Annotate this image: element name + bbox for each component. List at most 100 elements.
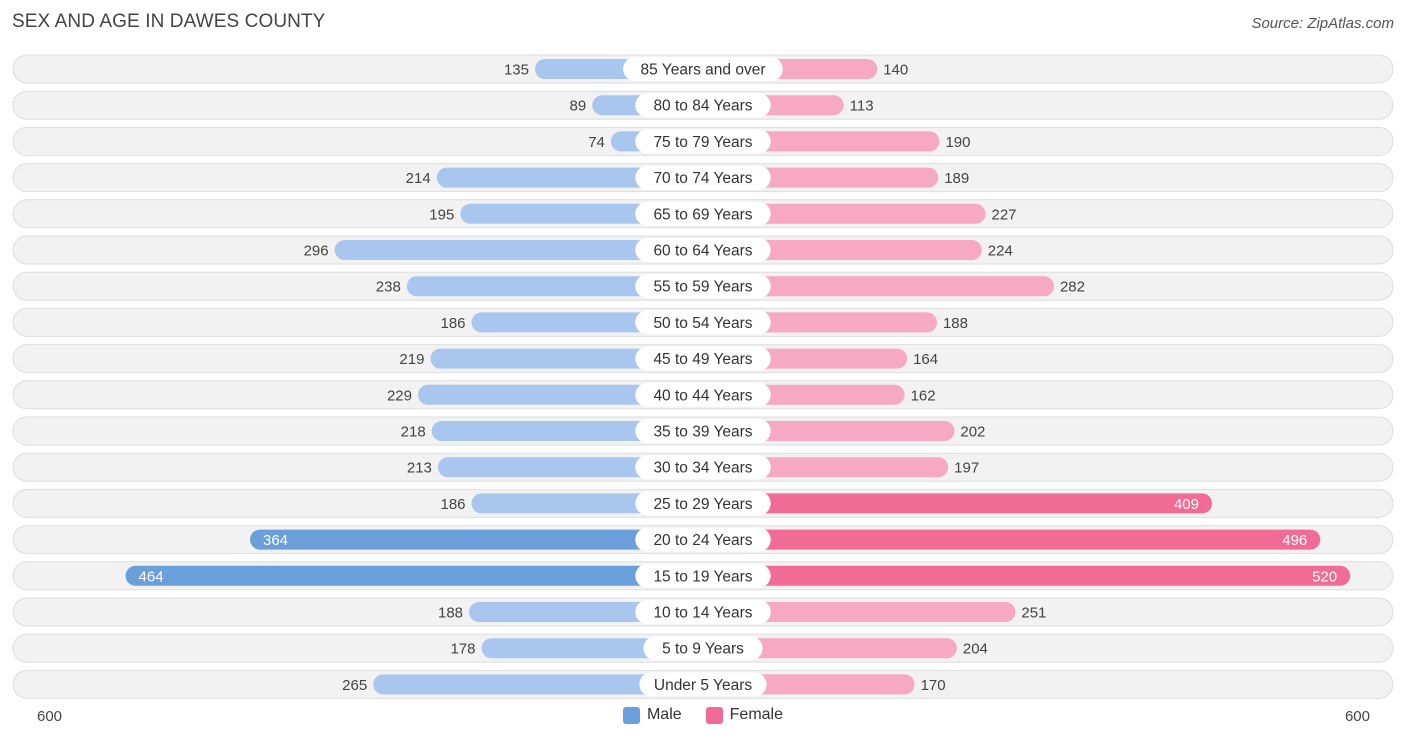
category-label: 70 to 74 Years xyxy=(653,170,752,187)
value-label-male: 178 xyxy=(450,641,475,658)
value-label-male: 219 xyxy=(399,351,424,368)
table-row: 195 227 65 to 69 Years xyxy=(12,199,1394,229)
value-label-female: 227 xyxy=(992,206,1017,223)
table-row: 219 164 45 to 49 Years xyxy=(12,344,1394,374)
bar-male xyxy=(418,384,703,405)
value-label-male: 89 xyxy=(570,98,587,115)
table-row: 238 282 55 to 59 Years xyxy=(12,271,1394,301)
category-label: 75 to 79 Years xyxy=(653,134,752,151)
bar-male xyxy=(125,565,703,586)
table-row: 74 190 75 to 79 Years xyxy=(12,126,1394,156)
table-row: 135 140 85 Years and over xyxy=(12,54,1394,84)
category-pill xyxy=(639,672,767,697)
table-row: 229 162 40 to 44 Years xyxy=(12,380,1394,410)
category-pill xyxy=(635,310,771,335)
value-label-female: 189 xyxy=(944,170,969,187)
value-label-male: 135 xyxy=(504,62,529,79)
category-label: 5 to 9 Years xyxy=(662,641,744,658)
legend-swatch-female xyxy=(705,706,723,724)
value-label-male: 214 xyxy=(406,170,431,187)
bar-male xyxy=(406,276,703,297)
table-row: 364 496 20 to 24 Years xyxy=(12,525,1394,555)
table-row: 89 113 80 to 84 Years xyxy=(12,90,1394,120)
category-pill xyxy=(635,419,771,443)
bar-male xyxy=(430,348,703,369)
bar-female xyxy=(703,529,1321,550)
value-label-male: 238 xyxy=(376,279,401,296)
category-pill xyxy=(635,382,771,407)
legend-item-female[interactable]: Female xyxy=(705,706,784,724)
category-pill xyxy=(623,57,783,81)
bar-female xyxy=(703,602,1016,622)
value-label-female: 197 xyxy=(954,460,979,477)
category-pill xyxy=(635,346,771,371)
category-pill xyxy=(635,274,771,299)
value-label-female: 204 xyxy=(963,641,988,658)
table-row: 213 197 30 to 34 Years xyxy=(12,452,1394,482)
bar-female xyxy=(703,565,1351,586)
value-label-female: 282 xyxy=(1060,279,1085,296)
category-pill xyxy=(635,129,771,154)
value-label-male: 186 xyxy=(440,315,465,332)
value-label-female: 224 xyxy=(988,243,1013,260)
value-label-female: 202 xyxy=(960,424,985,441)
bar-female xyxy=(703,240,982,260)
value-label-male: 464 xyxy=(139,568,164,585)
source-credit: Source: ZipAtlas.com xyxy=(1251,15,1394,32)
legend-label-female: Female xyxy=(729,706,784,723)
value-label-female: 190 xyxy=(945,134,970,151)
category-label: 85 Years and over xyxy=(641,62,766,79)
table-row: 188 251 10 to 14 Years xyxy=(12,597,1394,627)
category-pill xyxy=(643,636,763,661)
chart-title: SEX AND AGE IN DAWES COUNTY xyxy=(12,11,326,32)
category-pill xyxy=(635,455,771,480)
axis-label-left: 600 xyxy=(37,708,63,725)
table-row: 218 202 35 to 39 Years xyxy=(12,416,1394,446)
legend-item-male[interactable]: Male xyxy=(622,706,682,724)
value-label-male: 213 xyxy=(407,460,432,477)
category-label: 50 to 54 Years xyxy=(653,315,752,332)
value-label-female: 409 xyxy=(1174,496,1199,513)
category-pill xyxy=(635,165,771,190)
category-pill xyxy=(635,201,771,226)
value-label-male: 74 xyxy=(588,134,605,151)
category-pill xyxy=(635,600,771,624)
axis-label-right: 600 xyxy=(1344,708,1370,725)
category-label: 15 to 19 Years xyxy=(653,568,752,585)
table-row: 178 204 5 to 9 Years xyxy=(12,633,1394,663)
value-label-male: 296 xyxy=(304,243,329,260)
category-label: 25 to 29 Years xyxy=(653,496,752,513)
value-label-female: 251 xyxy=(1021,605,1046,622)
bar-female xyxy=(703,638,957,659)
category-label: 60 to 64 Years xyxy=(653,243,752,260)
category-label: 55 to 59 Years xyxy=(653,279,752,296)
bar-male xyxy=(431,421,703,441)
legend: Male Female xyxy=(0,706,1406,724)
value-label-female: 162 xyxy=(911,387,936,404)
value-label-female: 188 xyxy=(943,315,968,332)
category-pill xyxy=(635,93,771,118)
value-label-male: 364 xyxy=(263,532,288,549)
category-label: 10 to 14 Years xyxy=(653,605,752,622)
table-row: 186 409 25 to 29 Years xyxy=(12,488,1394,518)
bar-male xyxy=(250,529,703,550)
table-row: 464 520 15 to 19 Years xyxy=(12,561,1394,591)
category-pill xyxy=(635,238,771,262)
category-label: 40 to 44 Years xyxy=(653,387,752,404)
category-pill xyxy=(635,563,771,588)
value-label-male: 188 xyxy=(438,605,463,622)
value-label-female: 520 xyxy=(1312,568,1337,585)
value-label-female: 140 xyxy=(883,62,908,79)
value-label-female: 496 xyxy=(1282,532,1307,549)
bar-male xyxy=(334,240,703,260)
value-label-male: 195 xyxy=(429,206,454,223)
category-label: 30 to 34 Years xyxy=(653,460,752,477)
bar-female xyxy=(703,276,1054,297)
table-row: 296 224 60 to 64 Years xyxy=(12,235,1394,265)
category-pill xyxy=(635,527,771,552)
legend-swatch-male xyxy=(622,706,640,724)
bar-female xyxy=(703,203,986,224)
value-label-male: 229 xyxy=(387,387,412,404)
value-label-female: 170 xyxy=(921,677,946,694)
